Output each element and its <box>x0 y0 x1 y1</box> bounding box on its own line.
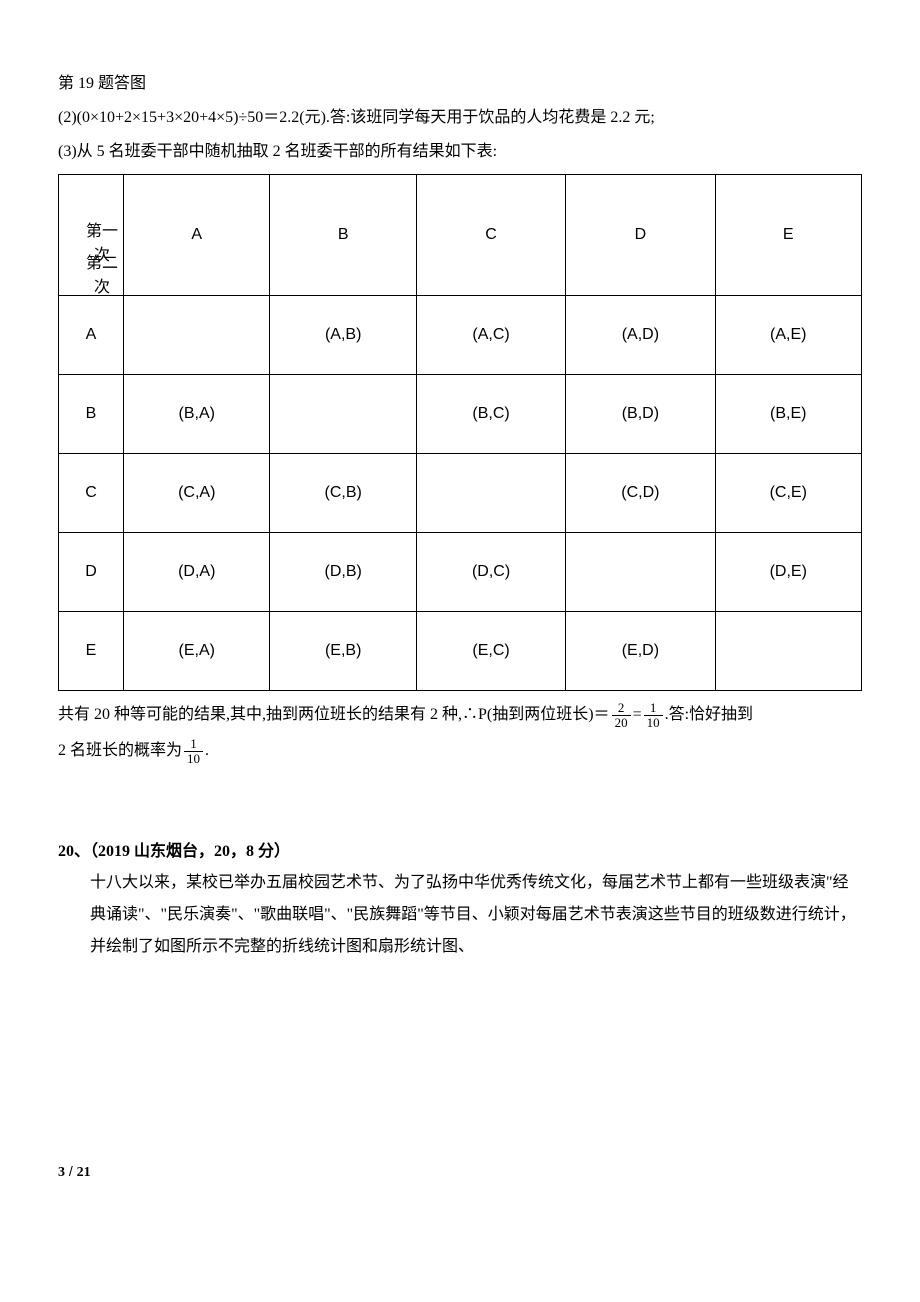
answer-line-2: (2)(0×10+2×15+3×20+4×5)÷50＝2.2(元).答:该班同学… <box>58 102 862 134</box>
conclusion-line-2: 2 名班长的概率为110. <box>58 735 862 767</box>
cell <box>124 296 270 375</box>
cell: (A,E) <box>715 296 862 375</box>
outcomes-table: 第一次 第二次 A B C D E A (A,B) (A,C) (A,D) (A… <box>58 174 862 691</box>
cell: (A,D) <box>566 296 715 375</box>
table-row: D (D,A) (D,B) (D,C) (D,E) <box>59 533 862 612</box>
cell: (B,E) <box>715 375 862 454</box>
table-row: C (C,A) (C,B) (C,D) (C,E) <box>59 454 862 533</box>
cell: (B,A) <box>124 375 270 454</box>
cell: (B,D) <box>566 375 715 454</box>
col-header: E <box>715 175 862 296</box>
cell: (E,D) <box>566 612 715 691</box>
equals-text: = <box>633 706 642 723</box>
row-header: E <box>59 612 124 691</box>
cell <box>416 454 565 533</box>
cell: (E,C) <box>416 612 565 691</box>
fraction: 110 <box>644 701 663 731</box>
cell: (A,B) <box>270 296 416 375</box>
cell: (E,B) <box>270 612 416 691</box>
fraction-numerator: 1 <box>184 737 203 752</box>
table-row: E (E,A) (E,B) (E,C) (E,D) <box>59 612 862 691</box>
col-header: B <box>270 175 416 296</box>
fraction: 220 <box>612 701 631 731</box>
row-header: A <box>59 296 124 375</box>
cell: (D,B) <box>270 533 416 612</box>
fraction-numerator: 1 <box>644 701 663 716</box>
row-header: D <box>59 533 124 612</box>
fraction-denominator: 10 <box>184 752 203 766</box>
col-header: C <box>416 175 565 296</box>
cell: (D,E) <box>715 533 862 612</box>
fraction-numerator: 2 <box>612 701 631 716</box>
cell: (C,E) <box>715 454 862 533</box>
corner-second-label: 第二次 <box>81 249 123 297</box>
table-corner-cell: 第一次 第二次 <box>59 175 124 296</box>
cell: (C,B) <box>270 454 416 533</box>
cell <box>566 533 715 612</box>
figure-caption: 第 19 题答图 <box>58 68 862 100</box>
cell: (C,D) <box>566 454 715 533</box>
page-total: 21 <box>77 1165 91 1180</box>
cell <box>270 375 416 454</box>
table-row: B (B,A) (B,C) (B,D) (B,E) <box>59 375 862 454</box>
cell: (B,C) <box>416 375 565 454</box>
conclusion-text-after: .答:恰好抽到 <box>665 706 753 723</box>
col-header: A <box>124 175 270 296</box>
cell: (D,A) <box>124 533 270 612</box>
answer-line-3: (3)从 5 名班委干部中随机抽取 2 名班委干部的所有结果如下表: <box>58 136 862 168</box>
col-header: D <box>566 175 715 296</box>
row-header: B <box>59 375 124 454</box>
conclusion-line2-before: 2 名班长的概率为 <box>58 742 182 759</box>
conclusion-line2-after: . <box>205 742 209 759</box>
page-current: 3 <box>58 1165 65 1180</box>
page-footer: 3 / 21 <box>58 1163 862 1181</box>
question-20-title: 20、（2019 山东烟台，20，8 分） <box>58 837 862 861</box>
fraction-denominator: 20 <box>612 716 631 730</box>
fraction-denominator: 10 <box>644 716 663 730</box>
table-header-row: 第一次 第二次 A B C D E <box>59 175 862 296</box>
cell: (C,A) <box>124 454 270 533</box>
cell: (D,C) <box>416 533 565 612</box>
cell: (E,A) <box>124 612 270 691</box>
table-row: A (A,B) (A,C) (A,D) (A,E) <box>59 296 862 375</box>
fraction: 110 <box>184 737 203 767</box>
conclusion-line-1: 共有 20 种等可能的结果,其中,抽到两位班长的结果有 2 种,∴P(抽到两位班… <box>58 699 862 731</box>
cell: (A,C) <box>416 296 565 375</box>
question-20-body: 十八大以来，某校已举办五届校园艺术节、为了弘扬中华优秀传统文化，每届艺术节上都有… <box>58 867 862 963</box>
row-header: C <box>59 454 124 533</box>
conclusion-text: 共有 20 种等可能的结果,其中,抽到两位班长的结果有 2 种,∴P(抽到两位班… <box>58 706 610 723</box>
cell <box>715 612 862 691</box>
